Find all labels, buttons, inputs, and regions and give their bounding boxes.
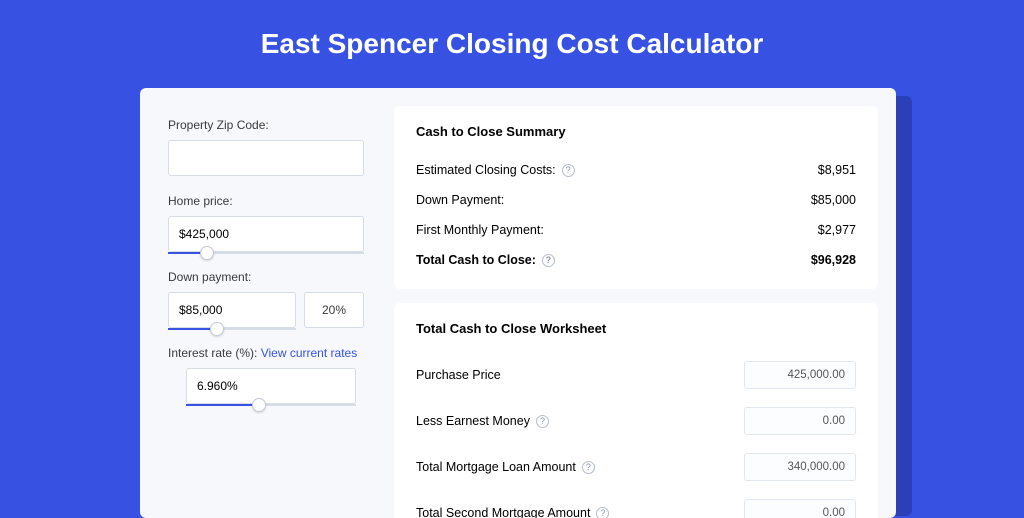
interest-rate-slider-thumb[interactable] [252, 398, 266, 412]
interest-rate-slider-wrap [186, 368, 356, 404]
interest-rate-label: Interest rate (%): [168, 346, 257, 360]
down-payment-slider-wrap [168, 292, 296, 328]
worksheet-row: Less Earnest Money? 0.00 [416, 398, 856, 444]
help-icon[interactable]: ? [542, 254, 555, 267]
interest-rate-field-group: Interest rate (%): View current rates [168, 346, 364, 404]
calculator-card: Property Zip Code: Home price: Down paym… [140, 88, 896, 518]
help-icon[interactable]: ? [562, 164, 575, 177]
summary-row-value: $2,977 [818, 223, 856, 237]
view-rates-link[interactable]: View current rates [261, 346, 358, 360]
summary-row-label: Down Payment: [416, 193, 504, 207]
home-price-input[interactable] [168, 216, 364, 252]
summary-row: First Monthly Payment: $2,977 [416, 215, 856, 245]
worksheet-rows: Purchase Price 425,000.00 Less Earnest Mon… [416, 352, 856, 518]
home-price-field-group: Home price: [168, 194, 364, 252]
worksheet-row: Total Second Mortgage Amount? 0.00 [416, 490, 856, 518]
inputs-column: Property Zip Code: Home price: Down paym… [140, 88, 384, 518]
summary-label-text: Estimated Closing Costs: [416, 163, 556, 177]
worksheet-row-value[interactable]: 0.00 [744, 499, 856, 518]
worksheet-row-value[interactable]: 340,000.00 [744, 453, 856, 481]
summary-title: Cash to Close Summary [416, 124, 856, 139]
worksheet-row: Purchase Price 425,000.00 [416, 352, 856, 398]
worksheet-panel: Total Cash to Close Worksheet Purchase P… [394, 303, 878, 518]
zip-label: Property Zip Code: [168, 118, 364, 132]
home-price-label: Home price: [168, 194, 364, 208]
help-icon[interactable]: ? [536, 415, 549, 428]
summary-rows: Estimated Closing Costs:? $8,951 Down Paym… [416, 155, 856, 275]
summary-row: Total Cash to Close:? $96,928 [416, 245, 856, 275]
summary-row-value: $85,000 [811, 193, 856, 207]
page-title: East Spencer Closing Cost Calculator [0, 0, 1024, 84]
interest-rate-input[interactable] [186, 368, 356, 404]
summary-label-text: Total Cash to Close: [416, 253, 536, 267]
summary-label-text: First Monthly Payment: [416, 223, 544, 237]
worksheet-row: Total Mortgage Loan Amount? 340,000.00 [416, 444, 856, 490]
worksheet-row-label: Less Earnest Money? [416, 414, 549, 428]
down-payment-pct-display[interactable]: 20% [304, 292, 364, 328]
down-payment-slider-thumb[interactable] [210, 322, 224, 336]
summary-row-label: Estimated Closing Costs:? [416, 163, 575, 177]
home-price-slider-wrap [168, 216, 364, 252]
worksheet-label-text: Total Second Mortgage Amount [416, 506, 590, 518]
summary-label-text: Down Payment: [416, 193, 504, 207]
worksheet-label-text: Total Mortgage Loan Amount [416, 460, 576, 474]
worksheet-row-value[interactable]: 0.00 [744, 407, 856, 435]
interest-rate-input-wrap [168, 368, 364, 404]
worksheet-label-text: Purchase Price [416, 368, 501, 382]
results-column: Cash to Close Summary Estimated Closing … [384, 88, 896, 518]
interest-rate-label-row: Interest rate (%): View current rates [168, 346, 364, 360]
help-icon[interactable]: ? [582, 461, 595, 474]
summary-row: Down Payment: $85,000 [416, 185, 856, 215]
home-price-slider-thumb[interactable] [200, 246, 214, 260]
interest-rate-slider-fill [186, 404, 259, 406]
down-payment-row: 20% [168, 292, 364, 328]
summary-row-value: $8,951 [818, 163, 856, 177]
worksheet-title: Total Cash to Close Worksheet [416, 321, 856, 336]
worksheet-row-label: Total Mortgage Loan Amount? [416, 460, 595, 474]
down-payment-field-group: Down payment: 20% [168, 270, 364, 328]
help-icon[interactable]: ? [596, 507, 609, 518]
summary-row-label: Total Cash to Close:? [416, 253, 555, 267]
worksheet-label-text: Less Earnest Money [416, 414, 530, 428]
summary-row-label: First Monthly Payment: [416, 223, 544, 237]
worksheet-row-value[interactable]: 425,000.00 [744, 361, 856, 389]
zip-input[interactable] [168, 140, 364, 176]
down-payment-input[interactable] [168, 292, 296, 328]
worksheet-row-label: Purchase Price [416, 368, 501, 382]
summary-panel: Cash to Close Summary Estimated Closing … [394, 106, 878, 289]
down-payment-label: Down payment: [168, 270, 364, 284]
worksheet-row-label: Total Second Mortgage Amount? [416, 506, 609, 518]
summary-row-value: $96,928 [811, 253, 856, 267]
summary-row: Estimated Closing Costs:? $8,951 [416, 155, 856, 185]
zip-field-group: Property Zip Code: [168, 118, 364, 176]
